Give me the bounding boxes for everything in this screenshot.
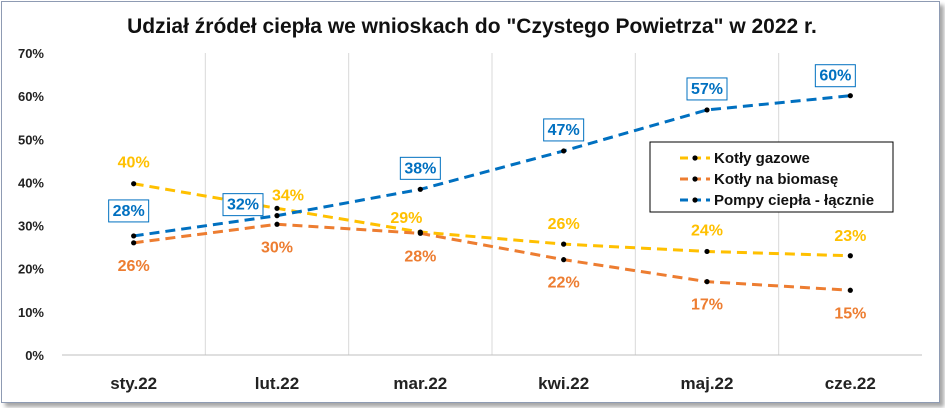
y-tick-label: 70% (18, 46, 44, 61)
data-point (274, 221, 280, 227)
data-label: 47% (548, 122, 580, 139)
x-tick-label: cze.22 (825, 374, 876, 393)
data-label: 26% (118, 258, 150, 275)
data-point (704, 107, 710, 113)
legend-box (649, 141, 894, 213)
data-point (561, 241, 567, 247)
data-label: 22% (548, 275, 580, 292)
data-label: 23% (834, 228, 866, 245)
data-point (131, 240, 137, 246)
data-label: 26% (548, 216, 580, 233)
data-label: 40% (118, 155, 150, 172)
y-tick-label: 50% (18, 132, 44, 147)
data-label-box (543, 118, 585, 142)
legend-label: Kotły na biomasę (714, 171, 838, 188)
series-line-2 (133, 94, 851, 238)
data-point (704, 279, 710, 285)
data-label: 15% (834, 305, 866, 322)
legend-marker (692, 176, 698, 182)
legend-marker (692, 197, 698, 203)
data-label: 24% (691, 222, 723, 239)
data-label-box (814, 64, 856, 88)
data-label: 60% (819, 68, 851, 85)
data-label-box (108, 199, 150, 223)
chart-title: Udział źródeł ciepła we wnioskach do "Cz… (127, 15, 817, 38)
data-point (704, 248, 710, 255)
data-point (131, 233, 137, 239)
data-label: 28% (113, 203, 145, 220)
data-point (847, 253, 853, 259)
data-label-box (222, 193, 264, 217)
x-tick-label: kwi.22 (538, 374, 589, 393)
y-tick-label: 60% (18, 89, 44, 104)
legend: Kotły gazowe Kotły na biomasę Pompy ciepła… (649, 141, 894, 213)
x-axis: sty.22 lut.22 mar.22 kwi.22 maj.22 cze.22 (110, 374, 876, 393)
y-tick-label: 30% (18, 219, 44, 234)
y-axis: 0% 10% 20% 30% 40% 50% 60% 70% (18, 46, 44, 363)
data-point (131, 181, 137, 187)
data-point (274, 213, 280, 219)
x-tick-label: lut.22 (255, 374, 299, 393)
data-point (561, 257, 567, 263)
data-label: 34% (272, 187, 304, 204)
data-labels: 40% 34% 29% 26% 24% 23% 26% 30% 28% 22% 17% 15% 28% 3… (108, 64, 866, 322)
y-tick-label: 40% (18, 175, 44, 190)
data-point (561, 148, 567, 154)
x-tick-label: mar.22 (393, 374, 447, 393)
y-tick-label: 20% (18, 262, 44, 277)
data-label-box (686, 77, 728, 101)
data-point (417, 230, 423, 236)
data-label: 29% (390, 210, 422, 227)
data-label: 30% (261, 239, 293, 256)
legend-label: Pompy ciepła - łącznie (714, 192, 874, 209)
data-label: 32% (227, 197, 259, 214)
data-label: 38% (404, 160, 436, 177)
x-tick-label: sty.22 (110, 374, 157, 393)
data-label: 28% (404, 248, 436, 265)
data-label-box (399, 156, 441, 180)
data-point (847, 287, 853, 293)
data-point (274, 205, 280, 211)
x-tick-label: maj.22 (681, 374, 734, 393)
series-line-1 (133, 222, 851, 292)
y-tick-label: 0% (25, 348, 44, 363)
y-tick-label: 10% (18, 305, 44, 320)
legend-label: Kotły gazowe (714, 150, 810, 167)
data-label: 57% (691, 81, 723, 98)
data-point (847, 93, 853, 99)
legend-marker (692, 155, 698, 161)
data-point (417, 186, 423, 192)
data-label: 17% (691, 297, 723, 314)
